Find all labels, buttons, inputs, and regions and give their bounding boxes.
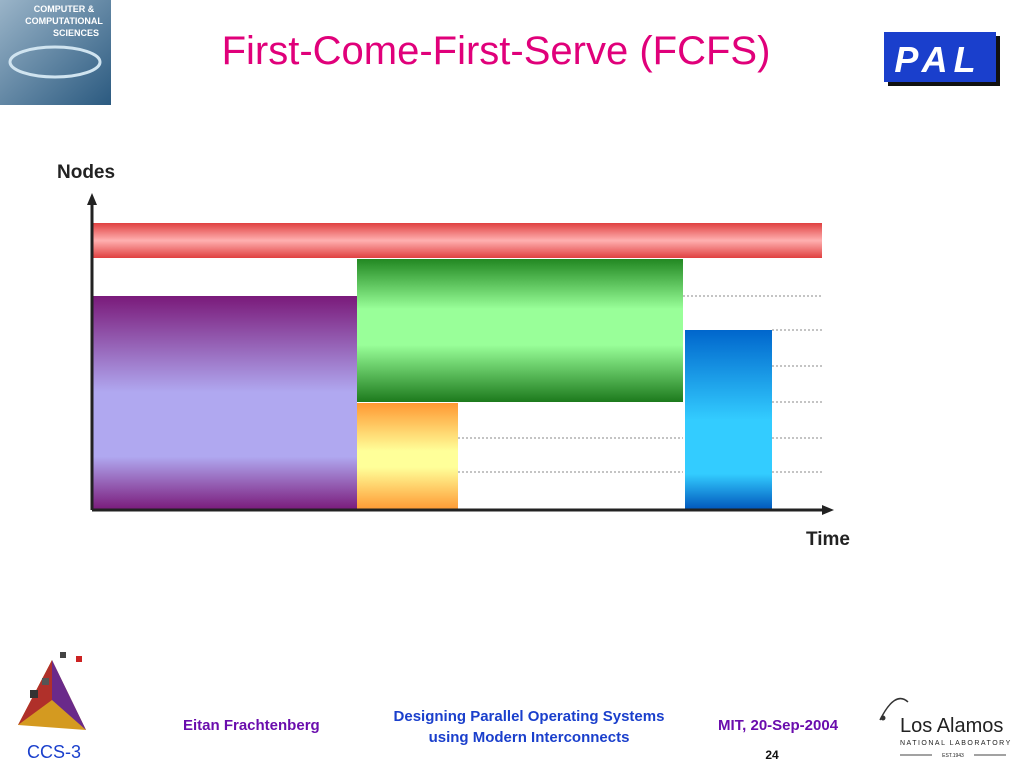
ccs-logo: CCS-3 [18, 652, 86, 762]
author: Eitan Frachtenberg [183, 717, 320, 734]
diagram: Nodes Time [57, 162, 850, 550]
arrow [822, 505, 834, 515]
page-number: 24 [765, 748, 779, 762]
venue: MIT, 20-Sep-2004 [718, 717, 839, 734]
job-block [357, 403, 458, 510]
job-block [357, 259, 683, 402]
job-block [93, 223, 822, 258]
left-logo: COMPUTER & COMPUTATIONAL SCIENCES [0, 0, 111, 105]
logo-text: COMPUTER & [34, 4, 95, 14]
arrow [87, 193, 97, 205]
slide-title: First-Come-First-Serve (FCFS) [222, 29, 771, 73]
group-label: CCS-3 [27, 742, 81, 762]
talk-title: Designing Parallel Operating Systems [394, 708, 665, 725]
logo-text: SCIENCES [53, 28, 99, 38]
talk-title: using Modern Interconnects [429, 729, 630, 746]
lab-sub: NATIONAL LABORATORY [900, 740, 1012, 747]
y-axis-label: Nodes [57, 162, 115, 183]
dotted-lines [458, 295, 822, 473]
logo-text: COMPUTATIONAL [25, 16, 103, 26]
job-block [685, 330, 772, 510]
x-axis-label: Time [806, 529, 850, 550]
lab-name: Los Alamos [900, 715, 1003, 737]
right-logo: PAL [884, 32, 1000, 86]
job-block [93, 296, 357, 510]
logo-text: PAL [894, 39, 981, 80]
lab-est: EST.1943 [942, 753, 964, 759]
lab-logo: Los Alamos NATIONAL LABORATORY EST.1943 [879, 697, 1012, 759]
